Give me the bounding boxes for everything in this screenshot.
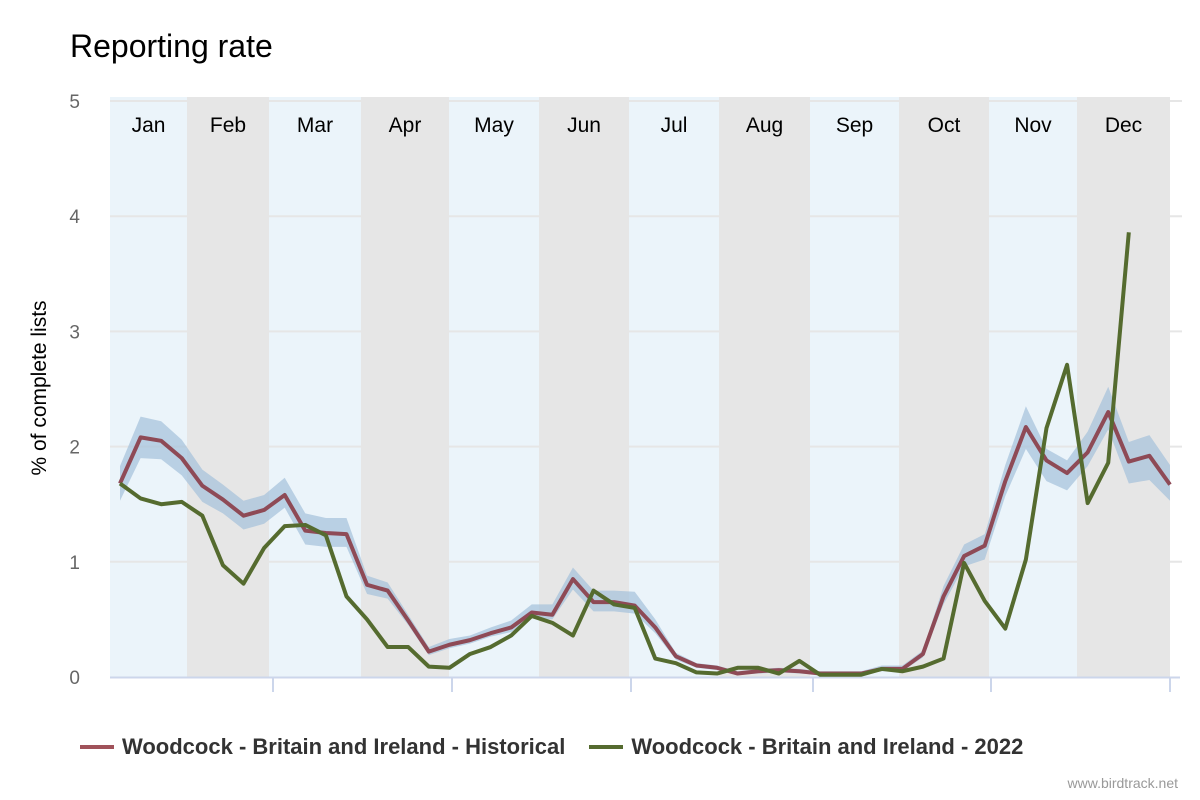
month-band [187,97,269,677]
month-label: Nov [1014,114,1052,137]
month-label: Jan [132,114,166,137]
chart-title: Reporting rate [70,28,273,64]
month-label: Apr [389,114,422,137]
month-label: Jun [567,114,601,137]
month-band [449,97,539,677]
month-label: May [474,114,514,137]
y-tick-label: 1 [69,553,80,574]
y-axis-label: % of complete lists [28,300,51,476]
month-band [110,97,187,677]
legend: Woodcock - Britain and Ireland - Histori… [80,734,1023,760]
y-tick-label: 0 [69,668,80,689]
month-label: Feb [210,114,246,137]
y-tick-label: 4 [69,207,80,228]
month-label: Jul [661,114,688,137]
month-label: Sep [836,114,873,137]
month-band [989,97,1077,677]
month-label: Dec [1105,114,1142,137]
legend-item-historical[interactable]: Woodcock - Britain and Ireland - Histori… [80,734,565,760]
legend-label-historical: Woodcock - Britain and Ireland - Histori… [122,734,566,759]
y-tick-label: 5 [69,92,80,113]
month-label: Aug [746,114,783,137]
series-line-2022 [118,232,1131,677]
legend-item-2022[interactable]: Woodcock - Britain and Ireland - 2022 [589,734,1023,760]
legend-swatch-historical [80,745,114,749]
credits-link[interactable]: www.birdtrack.net [1067,775,1178,791]
legend-swatch-2022 [589,745,624,749]
month-band [1077,97,1170,677]
y-tick-label: 3 [69,322,80,343]
series-line-historical [118,410,1172,676]
y-tick-label: 2 [69,438,80,459]
month-label: Mar [297,114,333,137]
month-band [719,97,810,677]
month-label: Oct [928,114,961,137]
month-band [810,97,899,677]
month-band [629,97,719,677]
month-band [269,97,361,677]
legend-label-2022: Woodcock - Britain and Ireland - 2022 [631,734,1024,759]
